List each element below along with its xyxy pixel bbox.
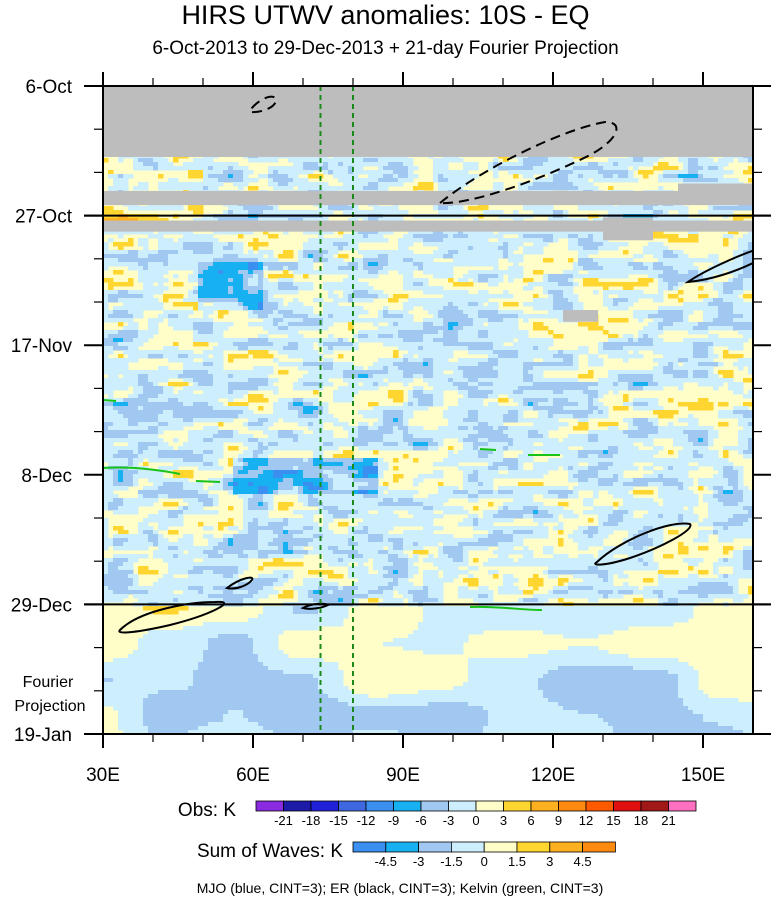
er-contour <box>437 120 618 205</box>
missing-data-band <box>103 86 753 157</box>
waves-legend-title: Sum of Waves: K <box>197 841 343 862</box>
obs-legend-level-label: 12 <box>579 813 593 828</box>
chart-subtitle: 6-Oct-2013 to 29-Dec-2013 + 21-day Fouri… <box>152 38 619 59</box>
waves-legend-swatch <box>450 841 485 853</box>
obs-legend-level-label: 18 <box>634 813 648 828</box>
waves-legend-swatch <box>418 841 452 853</box>
er-contour <box>684 249 753 284</box>
waves-legend-level-label: 1.5 <box>508 854 526 869</box>
missing-data-band <box>603 217 653 241</box>
obs-legend-level-label: 0 <box>472 813 479 828</box>
obs-legend-swatch <box>613 800 642 812</box>
waves-legend-swatch <box>352 841 387 853</box>
obs-legend-swatch <box>475 800 504 812</box>
waves-legend-level-label: 4.5 <box>574 854 592 869</box>
kelvin-contour <box>479 448 497 451</box>
waves-legend-swatch <box>385 841 419 853</box>
obs-legend-level-label: 3 <box>500 813 507 828</box>
kelvin-contour <box>103 399 117 402</box>
waves-legend-level-label: 3 <box>546 854 553 869</box>
kelvin-contour <box>195 480 221 483</box>
y-tick-label: 19-Jan <box>14 725 72 746</box>
obs-legend-level-label: -9 <box>388 813 400 828</box>
y-tick-label: 6-Oct <box>26 77 73 98</box>
obs-legend-level-label: -18 <box>302 813 321 828</box>
waves-legend-swatch <box>516 841 551 853</box>
x-tick-label: 60E <box>236 765 270 786</box>
waves-legend-level-label: -1.5 <box>440 854 462 869</box>
kelvin-contour <box>469 605 543 611</box>
missing-data-band <box>678 183 753 201</box>
er-contour <box>224 576 254 590</box>
obs-legend-swatch <box>420 800 449 812</box>
waves-legend-swatch <box>549 841 583 853</box>
waves-legend-swatch <box>483 841 518 853</box>
obs-legend-swatch <box>310 800 339 812</box>
y-tick-label: 17-Nov <box>11 336 73 357</box>
obs-legend-level-label: -21 <box>274 813 293 828</box>
y-tick-label: 29-Dec <box>11 595 72 616</box>
obs-legend-level-label: -6 <box>415 813 427 828</box>
chart-title: HIRS UTWV anomalies: 10S - EQ <box>181 0 590 30</box>
projection-label-line2: Projection <box>14 698 85 715</box>
waves-legend-level-label: -3 <box>413 854 425 869</box>
obs-legend-swatch <box>558 800 587 812</box>
obs-legend-swatch <box>365 800 394 812</box>
missing-data-band <box>103 220 753 232</box>
missing-data-band <box>563 310 598 322</box>
obs-legend-swatch <box>338 800 367 812</box>
x-tick-label: 120E <box>531 765 575 786</box>
er-contour <box>594 522 692 566</box>
waves-legend-level-label: 0 <box>481 854 488 869</box>
obs-legend-swatch <box>503 800 532 812</box>
plot-frame <box>102 85 754 735</box>
obs-legend-level-label: -15 <box>329 813 348 828</box>
waves-legend-level-label: -4.5 <box>375 854 397 869</box>
x-tick-label: 150E <box>681 765 725 786</box>
obs-legend-swatch <box>448 800 477 812</box>
obs-legend-swatch <box>283 800 312 812</box>
x-tick-label: 90E <box>386 765 420 786</box>
obs-legend-swatch <box>530 800 559 812</box>
obs-legend-level-label: 21 <box>661 813 675 828</box>
obs-legend-swatch <box>255 800 284 812</box>
projection-label-line1: Fourier <box>23 674 74 691</box>
obs-legend-level-label: 15 <box>606 813 620 828</box>
x-tick-label: 30E <box>86 765 120 786</box>
obs-legend-level-label: -3 <box>443 813 455 828</box>
er-contour <box>248 95 278 114</box>
obs-legend-level-label: 9 <box>555 813 562 828</box>
contour-note: MJO (blue, CINT=3); ER (black, CINT=3); … <box>197 880 604 896</box>
plot-area <box>103 86 753 734</box>
obs-legend-swatch <box>393 800 422 812</box>
y-tick-label: 27-Oct <box>15 207 73 228</box>
obs-legend-level-label: 6 <box>527 813 534 828</box>
obs-legend-level-label: -12 <box>357 813 376 828</box>
obs-legend-title: Obs: K <box>178 800 236 821</box>
obs-legend-swatch <box>585 800 614 812</box>
waves-legend-swatch <box>582 841 616 853</box>
missing-data-band <box>103 190 753 206</box>
obs-legend-swatch <box>640 800 669 812</box>
y-tick-label: 8-Dec <box>21 466 72 487</box>
kelvin-contour <box>103 466 181 475</box>
obs-legend-swatch <box>668 800 697 812</box>
